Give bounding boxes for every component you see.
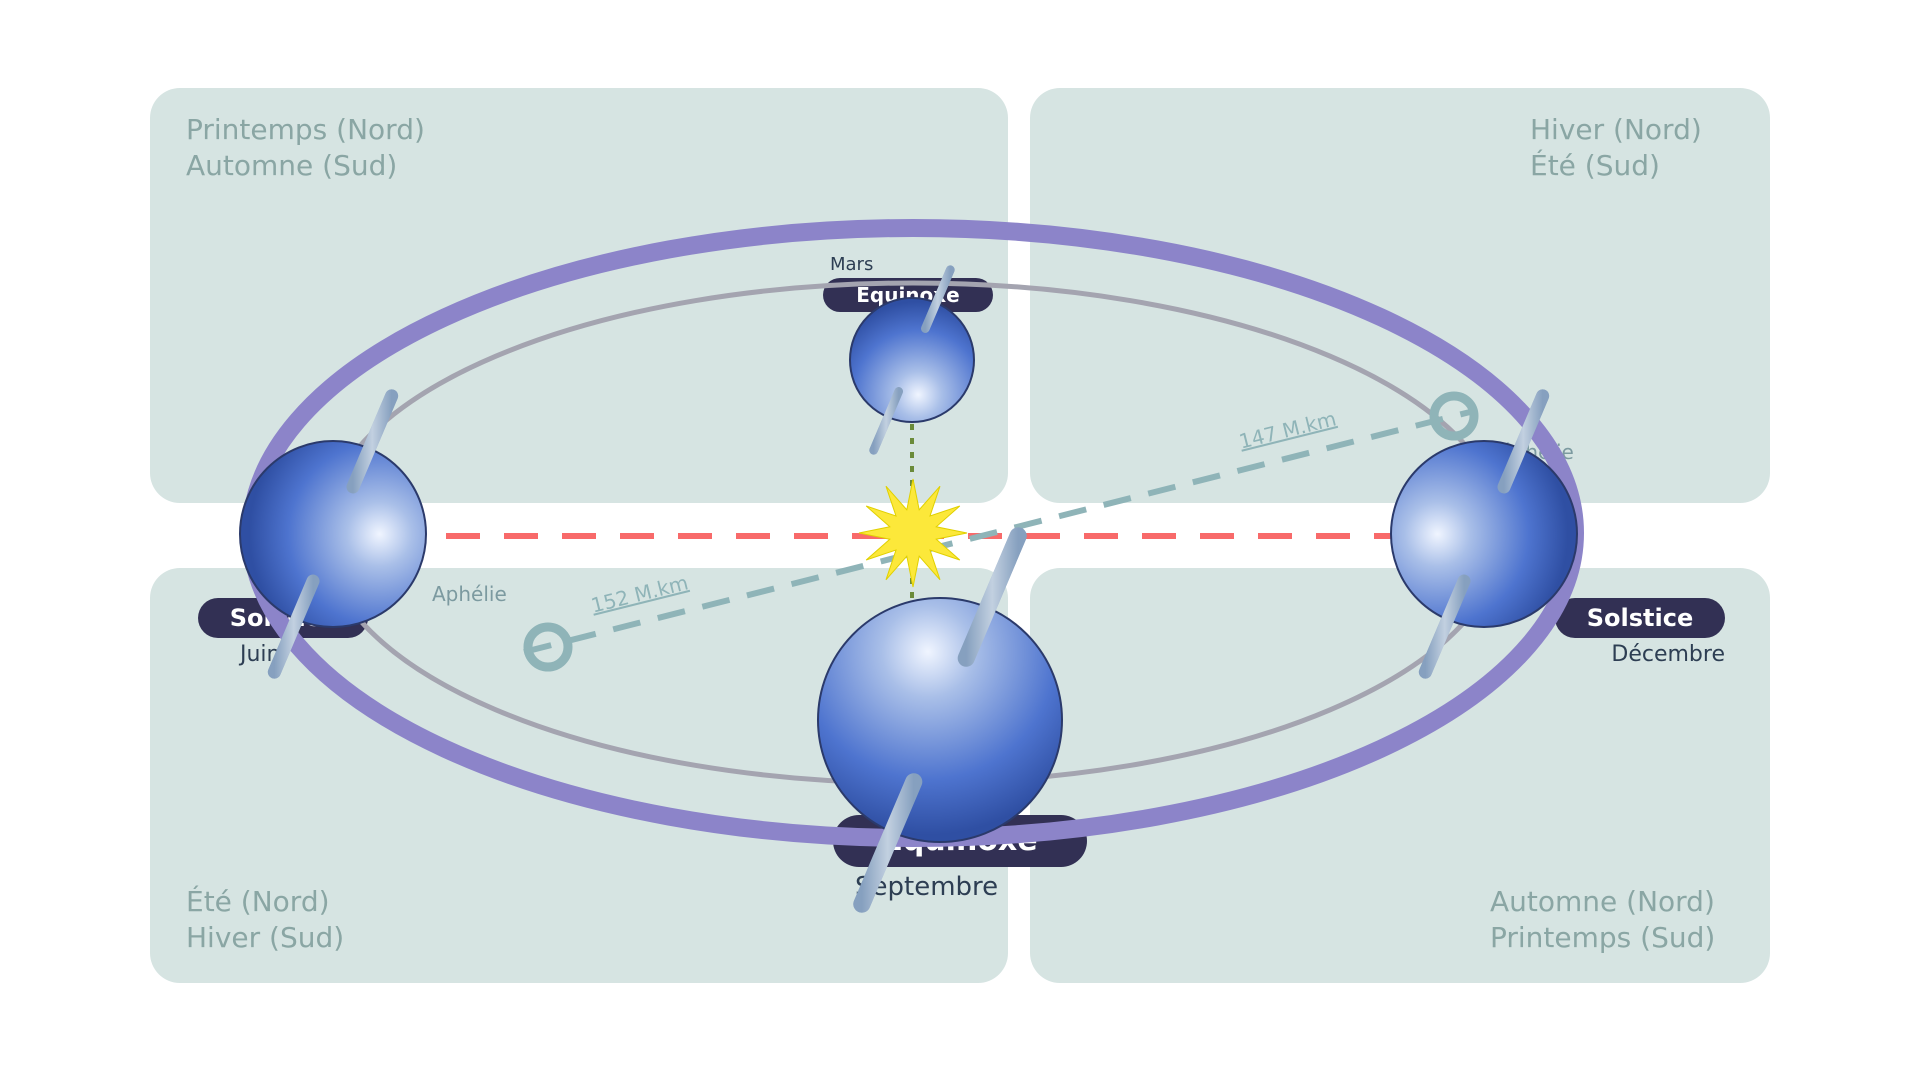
earth-globe xyxy=(850,298,974,422)
earth-globe xyxy=(1391,441,1577,627)
earth-top xyxy=(850,270,974,450)
earth-left xyxy=(240,396,426,672)
earth-globe xyxy=(240,441,426,627)
sun-icon xyxy=(859,479,967,587)
earth-globe xyxy=(818,598,1062,842)
earth-bottom xyxy=(818,536,1062,904)
orbit-svg xyxy=(0,0,1920,1080)
